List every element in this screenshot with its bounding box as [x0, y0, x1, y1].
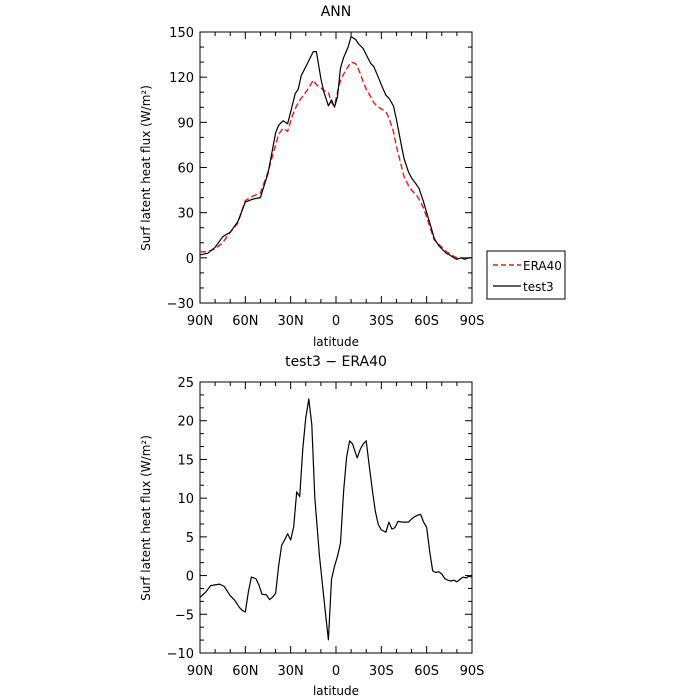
x-tick-label: 60N [232, 314, 258, 329]
x-tick-label: 60S [414, 664, 439, 679]
bottom-panel-y-ticks: −10 −5 0 5 10 15 20 25 [167, 376, 472, 662]
legend-test3-label: test3 [523, 280, 554, 294]
y-tick-label: 90 [177, 116, 194, 131]
x-tick-label: 30N [278, 664, 304, 679]
bottom-panel-difference: test3 − ERA40 −10 −5 0 5 10 15 20 25 90N 60N 30N 0… [139, 354, 484, 698]
legend-era40-label: ERA40 [523, 259, 562, 273]
x-tick-label: 30N [278, 314, 304, 329]
bottom-panel-y-axis-label: Surf latent heat flux (W/m²) [139, 435, 153, 601]
x-tick-label: 30S [369, 664, 394, 679]
y-tick-label: −5 [175, 608, 194, 623]
x-tick-label: 90N [187, 664, 213, 679]
y-tick-label: 20 [177, 415, 194, 430]
y-tick-label: 60 [177, 162, 194, 177]
x-tick-label: 0 [332, 664, 340, 679]
x-tick-label: 90S [460, 314, 485, 329]
top-panel-title: ANN [321, 4, 352, 20]
top-panel-y-axis-label: Surf latent heat flux (W/m²) [139, 85, 153, 251]
bottom-panel-series-lines [199, 398, 473, 641]
y-tick-label: 30 [177, 207, 194, 222]
top-panel-x-axis-label: latitude [313, 335, 359, 349]
bottom-panel-x-ticks: 90N 60N 30N 0 30S 60S 90S [187, 382, 485, 679]
y-tick-label: 150 [169, 26, 194, 41]
y-tick-label: 10 [177, 492, 194, 507]
y-tick-label: 25 [177, 376, 194, 391]
top-panel-x-ticks: 90N 60N 30N 0 30S 60S 90S [187, 32, 485, 329]
y-tick-label: 5 [186, 531, 194, 546]
y-tick-label: 0 [186, 252, 194, 267]
y-tick-label: 120 [169, 71, 194, 86]
top-panel-mean-latent-heat-flux: ANN −30 0 30 60 90 120 150 90N 60N 30N 0 30S 60S 90S… [139, 4, 566, 349]
y-tick-label: −30 [167, 297, 194, 312]
legend-box [486, 250, 566, 300]
top-panel-y-ticks: −30 0 30 60 90 120 150 [167, 26, 472, 312]
top-panel-plot-frame [199, 31, 473, 304]
y-tick-label: 0 [186, 570, 194, 585]
x-tick-label: 60N [232, 664, 258, 679]
y-tick-label: −10 [167, 647, 194, 662]
x-tick-label: 0 [332, 314, 340, 329]
x-tick-label: 90N [187, 314, 213, 329]
y-tick-label: 15 [177, 453, 194, 468]
series-line-era40 [200, 61, 472, 259]
bottom-panel-title: test3 − ERA40 [285, 354, 387, 370]
series-line-test3 [199, 35, 472, 260]
top-panel-legend: ERA40 test3 [486, 250, 566, 300]
series-line-difference [199, 398, 473, 641]
x-tick-label: 30S [369, 314, 394, 329]
bottom-panel-x-axis-label: latitude [313, 684, 359, 698]
x-tick-label: 90S [460, 664, 485, 679]
x-tick-label: 60S [414, 314, 439, 329]
bottom-panel-plot-frame [199, 381, 473, 654]
top-panel-series-lines [199, 35, 472, 260]
